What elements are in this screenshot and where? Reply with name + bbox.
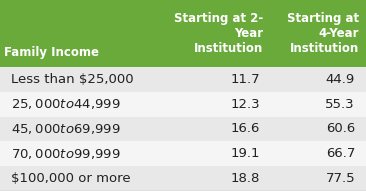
Text: $25,000 to $44,999: $25,000 to $44,999 (11, 97, 121, 111)
Text: 16.6: 16.6 (231, 122, 260, 135)
Bar (176, 117, 271, 141)
Text: 11.7: 11.7 (230, 73, 260, 86)
Bar (271, 141, 366, 166)
Text: $70,000 to $99,999: $70,000 to $99,999 (11, 147, 121, 161)
Text: 55.3: 55.3 (325, 98, 355, 111)
Text: 18.8: 18.8 (231, 172, 260, 185)
Bar (271, 166, 366, 191)
Bar (176, 166, 271, 191)
Text: $45,000 to $69,999: $45,000 to $69,999 (11, 122, 121, 136)
Text: 19.1: 19.1 (230, 147, 260, 160)
Bar (0, 67, 176, 92)
Bar (0, 117, 176, 141)
Text: Starting at 2-
Year
Institution: Starting at 2- Year Institution (174, 12, 264, 55)
Bar (176, 141, 271, 166)
Text: 77.5: 77.5 (325, 172, 355, 185)
Text: Family Income: Family Income (4, 46, 99, 59)
Text: 44.9: 44.9 (326, 73, 355, 86)
Bar (176, 67, 271, 92)
Bar (176, 0, 271, 67)
Text: 66.7: 66.7 (326, 147, 355, 160)
Bar (176, 92, 271, 117)
Bar (271, 67, 366, 92)
Bar (271, 92, 366, 117)
Bar (271, 0, 366, 67)
Bar (271, 117, 366, 141)
Bar (0, 141, 176, 166)
Text: $100,000 or more: $100,000 or more (11, 172, 131, 185)
Text: 12.3: 12.3 (230, 98, 260, 111)
Bar (0, 0, 176, 67)
Bar (0, 166, 176, 191)
Text: Less than $25,000: Less than $25,000 (11, 73, 134, 86)
Text: Starting at
4-Year
Institution: Starting at 4-Year Institution (287, 12, 359, 55)
Bar (0, 92, 176, 117)
Text: 60.6: 60.6 (326, 122, 355, 135)
